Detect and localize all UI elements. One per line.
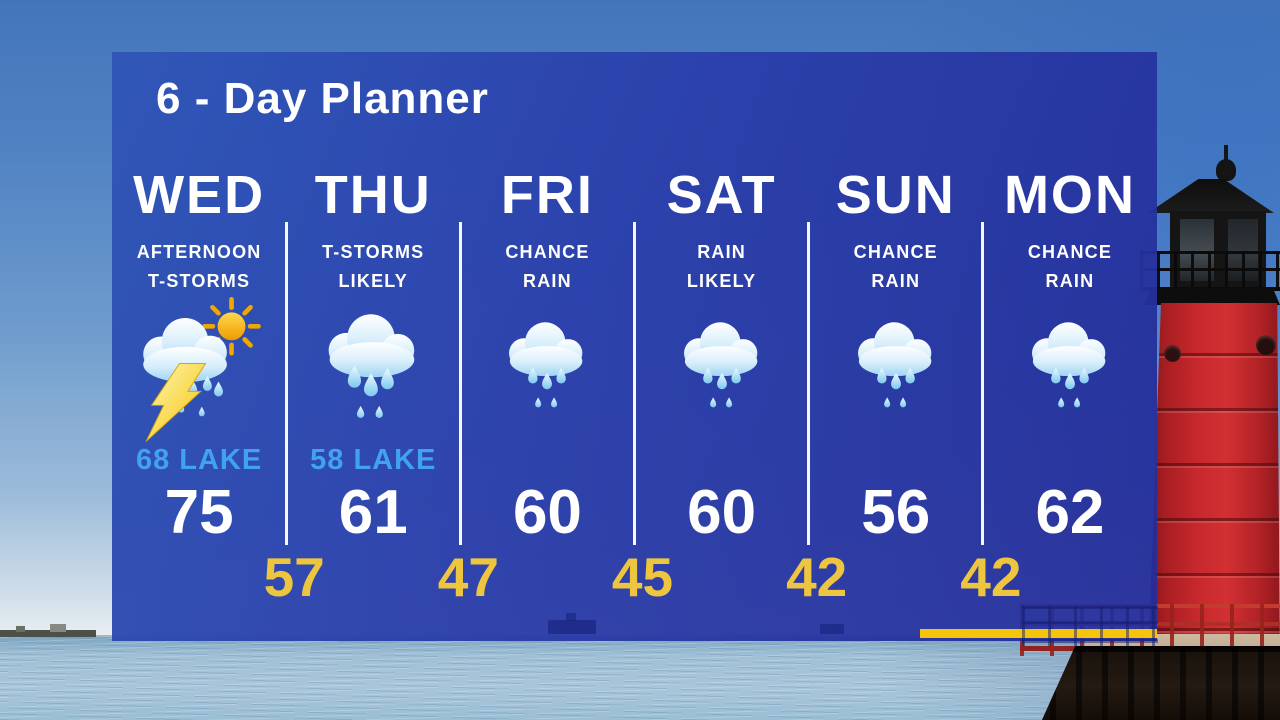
lake-temperature: 68 LAKE xyxy=(135,444,263,476)
lighthouse-porthole xyxy=(1164,345,1181,362)
lighthouse-porthole xyxy=(1256,335,1276,355)
day-name: FRI xyxy=(500,165,594,225)
condition-line1: CHANCE xyxy=(505,242,590,262)
day-name: THU xyxy=(314,165,432,225)
day-name: WED xyxy=(133,165,266,225)
rain-icon xyxy=(494,296,600,444)
lighthouse-catwalk-railing xyxy=(1140,251,1280,291)
day-column: WED AFTERNOON T-STORMS 68 LAKE 75 xyxy=(112,52,286,641)
high-temperature: 62 xyxy=(1035,478,1105,547)
panel-title: 6 - Day Planner xyxy=(156,74,489,123)
rain-icon xyxy=(669,296,775,444)
condition-line1: CHANCE xyxy=(853,242,938,262)
condition-line2: T-STORMS xyxy=(147,271,251,291)
low-temp: 45 xyxy=(611,546,674,608)
condition-line2: LIKELY xyxy=(686,271,757,291)
yellow-underline xyxy=(920,629,1157,638)
day-name: SUN xyxy=(835,165,956,225)
low-temp: 47 xyxy=(437,546,499,608)
high-temperature: 61 xyxy=(338,478,408,547)
condition-line1: AFTERNOON xyxy=(136,242,262,262)
day-name: MON xyxy=(1003,165,1136,225)
day-name: SAT xyxy=(666,165,777,225)
condition-line1: RAIN xyxy=(697,242,746,262)
day-column: MON CHANCE RAIN 62 xyxy=(981,52,1157,641)
rain-heavy-icon xyxy=(311,296,435,444)
rain-icon xyxy=(843,296,949,444)
lighthouse-finial-pole xyxy=(1224,145,1228,167)
lighthouse-gallery-deck xyxy=(1144,289,1280,305)
condition-text: CHANCE RAIN xyxy=(505,238,589,296)
condition-line2: RAIN xyxy=(1045,271,1095,291)
forecast-panel: 6 - Day Planner WED AFTERNOON T-STORMS 6… xyxy=(112,52,1157,641)
low-temp: 42 xyxy=(786,546,848,608)
lighthouse-finial-ball xyxy=(1216,159,1236,181)
high-temperature: 60 xyxy=(512,478,582,547)
lighthouse xyxy=(1140,145,1280,655)
lighthouse-lantern-roof xyxy=(1148,179,1274,213)
condition-text: T-STORMS LIKELY xyxy=(322,238,424,296)
high-temperature: 75 xyxy=(164,478,234,547)
condition-text: RAIN LIKELY xyxy=(687,238,757,296)
condition-text: AFTERNOON T-STORMS xyxy=(137,238,262,296)
lighthouse-tower xyxy=(1148,303,1280,655)
condition-line2: RAIN xyxy=(871,271,921,291)
day-column: FRI CHANCE RAIN 60 xyxy=(458,52,634,641)
high-temperature: 60 xyxy=(687,478,757,547)
lake-temperature: 58 LAKE xyxy=(310,444,437,476)
low-temps-row: 57 47 45 42 42 xyxy=(112,550,1157,610)
low-temp: 42 xyxy=(960,546,1022,608)
forecast-columns: WED AFTERNOON T-STORMS 68 LAKE 75 THU T-… xyxy=(112,52,1157,641)
condition-line1: T-STORMS xyxy=(322,242,425,262)
low-temp: 57 xyxy=(263,546,325,608)
day-column: SUN CHANCE RAIN 56 xyxy=(807,52,983,641)
condition-line1: CHANCE xyxy=(1027,242,1113,262)
day-column: SAT RAIN LIKELY 60 xyxy=(633,52,809,641)
condition-text: CHANCE RAIN xyxy=(854,238,938,296)
day-column: THU T-STORMS LIKELY 58 LAKE 61 xyxy=(284,52,460,641)
left-breakwater xyxy=(0,624,96,637)
storm-sun-icon xyxy=(120,296,278,444)
condition-text: CHANCE RAIN xyxy=(1028,238,1112,296)
condition-line2: LIKELY xyxy=(338,271,409,291)
high-temperature: 56 xyxy=(861,478,931,547)
rain-icon xyxy=(1017,296,1123,444)
condition-line2: RAIN xyxy=(523,271,572,291)
